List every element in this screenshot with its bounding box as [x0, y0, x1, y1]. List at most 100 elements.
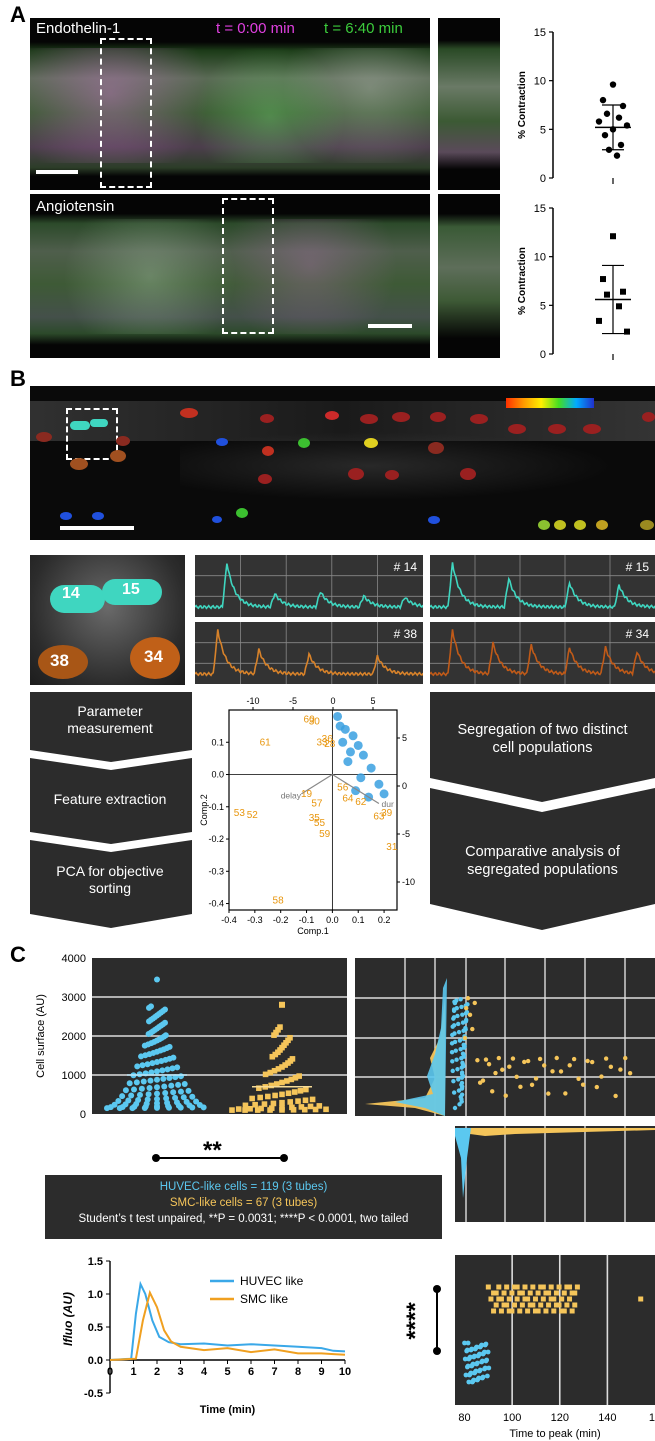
data-point [604, 291, 610, 298]
smc-point [530, 1302, 536, 1308]
time-end-label: t = 6:40 min [324, 20, 403, 37]
trace-background [430, 622, 655, 684]
scale-bar [36, 170, 78, 174]
trace-label: # 38 [394, 627, 418, 641]
smc-point [242, 1107, 248, 1113]
x-tick-label: 120 [551, 1412, 569, 1424]
endothelin-contraction-chart: 0 5 10 15 % Contraction [517, 27, 631, 185]
smc-point [538, 1284, 544, 1290]
smc-point [540, 1296, 546, 1302]
smc-point [561, 1290, 567, 1296]
cell-15 [102, 579, 162, 605]
huvec-point [162, 1019, 168, 1026]
pca-point-blue [338, 737, 348, 747]
smc-point [512, 1302, 518, 1308]
cell-14 [50, 585, 105, 613]
smc-point [535, 1308, 541, 1314]
significance-bracket-surface [152, 1154, 288, 1162]
smc-point [273, 1081, 280, 1087]
huvec-point [154, 1095, 160, 1102]
huvec-point [469, 1363, 475, 1369]
cell-14-label: 14 [62, 585, 80, 602]
huvec-point [166, 1043, 173, 1050]
flow-right-shapes [430, 692, 655, 930]
series-line [109, 1280, 346, 1361]
smc-point [506, 1308, 512, 1314]
huvec-point [173, 1099, 180, 1106]
smc-point [553, 1302, 559, 1308]
x-tick-label: -0.2 [273, 915, 289, 925]
smc-point [298, 1104, 305, 1110]
endothelin-roi-box [100, 38, 152, 188]
smc-point [541, 1063, 547, 1068]
smc-point [514, 1074, 519, 1079]
stat-huvec: HUVEC-like cells = 119 (3 tubes) [159, 1181, 328, 1193]
cell-34-label: 34 [144, 647, 163, 666]
smc-point [532, 1308, 538, 1314]
smc-point [623, 1055, 628, 1061]
pca-point-orange: 62 [355, 797, 367, 808]
data-point [613, 152, 621, 159]
smc-point [522, 1296, 528, 1302]
huvec-point [474, 1361, 480, 1367]
trace-background [430, 555, 655, 617]
smc-point [551, 1296, 557, 1302]
huvec-point [454, 998, 459, 1003]
huvec-point [147, 1077, 154, 1084]
pca-point-orange: 59 [319, 829, 331, 840]
huvec-point [459, 1070, 465, 1075]
top-tick-label: -10 [246, 696, 259, 706]
y-tick-label: 5 [540, 124, 546, 136]
y-tick-label: 15 [534, 27, 546, 39]
x-tick-label: 9 [318, 1366, 324, 1378]
smc-point [302, 1097, 309, 1104]
smc-point [464, 1005, 469, 1011]
huvec-point [159, 1067, 166, 1074]
cell-15-label: 15 [122, 581, 140, 598]
huvec-point [163, 1095, 170, 1102]
pca-point-orange: 57 [311, 799, 323, 810]
time-to-peak-chart: 80 100 120 140 16 Time to peak (min) **** [402, 1255, 655, 1440]
pca-point-orange: 28 [324, 739, 336, 750]
huvec-point [456, 1021, 461, 1027]
pca-point-blue [343, 757, 353, 767]
smc-point [580, 1082, 586, 1087]
huvec-point [464, 1364, 470, 1370]
huvec-point [479, 1375, 485, 1381]
smc-point [509, 1308, 515, 1314]
flow-left-shapes [30, 692, 192, 928]
smc-point [514, 1284, 520, 1290]
smc-point [512, 1284, 518, 1290]
smc-point [594, 1084, 600, 1090]
y-tick-label: -0.2 [208, 834, 224, 844]
x-tick-label: 1 [130, 1366, 136, 1378]
smc-point [500, 1067, 505, 1072]
smc-point [563, 1091, 568, 1096]
x-axis-label: Time (min) [200, 1404, 256, 1416]
sig-cell-surface: ** [203, 1137, 222, 1164]
y-tick-label: -0.1 [208, 802, 224, 812]
zoom-roi-box [66, 408, 118, 460]
smc-point [483, 1057, 489, 1062]
huvec-point [180, 1094, 187, 1101]
smc-point [287, 1099, 294, 1105]
smc-point [254, 1107, 261, 1113]
smc-point [295, 1098, 301, 1104]
x-tick-label: 5 [224, 1366, 230, 1378]
huvec-point [185, 1087, 192, 1094]
huvec-point [193, 1098, 200, 1105]
y-axis-label: Comp.2 [199, 794, 209, 826]
data-point [599, 96, 607, 104]
smc-point [517, 1290, 523, 1296]
smc-point [288, 1076, 295, 1083]
smc-point [247, 1105, 253, 1112]
huvec-point [139, 1062, 146, 1069]
data-point [619, 102, 627, 110]
pca-point-orange: 60 [304, 715, 316, 726]
smc-point [506, 1296, 512, 1302]
x-tick-label: 7 [271, 1366, 277, 1378]
smc-point [279, 1099, 285, 1106]
smc-point [486, 1061, 492, 1067]
smc-point [307, 1103, 314, 1110]
huvec-point [460, 1012, 465, 1017]
